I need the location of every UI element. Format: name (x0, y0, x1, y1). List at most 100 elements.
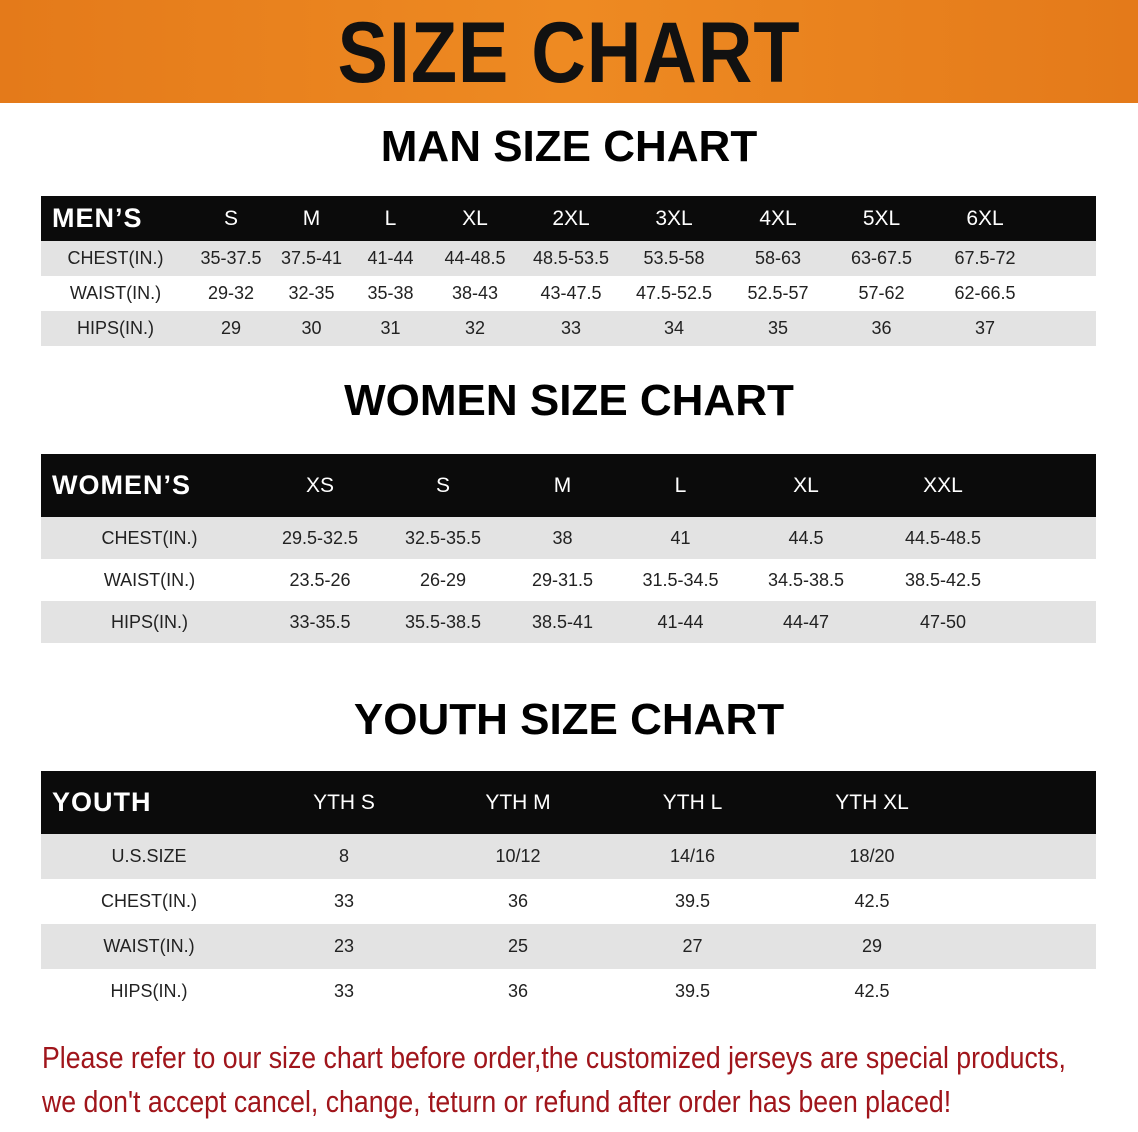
notice-line-2: we don't accept cancel, change, teturn o… (42, 1084, 952, 1119)
measurement-value: 58-63 (726, 241, 830, 276)
table-row: WAIST(IN.) 29-32 32-35 35-38 38-43 43-47.5 47.… (41, 276, 1096, 311)
measurement-value: 42.5 (854, 981, 890, 1001)
measurement-value: 10/12 (431, 834, 605, 879)
measurement-label: WAIST(IN.) (103, 569, 196, 590)
table-row: WAIST(IN.) 23.5-26 26-29 29-31.5 31.5-34.5 34… (41, 559, 1096, 601)
header-row: MEN’S S M L XL 2XL 3XL 4XL 5XL 6XL (41, 196, 1096, 241)
measurement-label: HIPS(IN.) (41, 601, 258, 643)
measurement-value: 38.5-41 (504, 601, 621, 643)
measurement-label: CHEST(IN.) (41, 241, 190, 276)
size-header: YTH M (431, 771, 605, 834)
filler-cell (964, 879, 1096, 924)
table-row: CHEST(IN.) 33 36 39.5 42.5 (41, 879, 1096, 924)
table-row: HIPS(IN.) 29 30 31 32 33 34 35 36 37 (41, 311, 1096, 346)
women-section-title: WOMEN SIZE CHART (344, 376, 794, 425)
size-header: XS (258, 454, 382, 517)
size-header: XXL (872, 454, 1014, 517)
measurement-value: 44.5-48.5 (872, 517, 1014, 559)
filler-cell (964, 834, 1096, 879)
measurement-value: 44.5 (740, 517, 872, 559)
measurement-value: 29 (780, 924, 964, 969)
filler-cell (964, 969, 1096, 1014)
size-header: S (190, 196, 272, 241)
size-header: M (272, 196, 351, 241)
measurement-value: 53.5-58 (622, 241, 726, 276)
measurement-value: 31.5-34.5 (642, 569, 719, 590)
measurement-value: 27 (605, 924, 780, 969)
measurement-value: 48.5-53.5 (520, 241, 622, 276)
filler-cell (1014, 559, 1096, 601)
measurement-value: 37 (933, 311, 1037, 346)
measurement-value: 36 (830, 311, 933, 346)
table-row: HIPS(IN.) 33-35.5 35.5-38.5 38.5-41 41-44 44-… (41, 601, 1096, 643)
table-row: CHEST(IN.) 29.5-32.5 32.5-35.5 38 41 44.5 44.5… (41, 517, 1096, 559)
measurement-value: 25 (431, 924, 605, 969)
measurement-value: 35-38 (367, 283, 414, 303)
size-header: 4XL (726, 196, 830, 241)
size-header: M (504, 454, 621, 517)
measurement-value: 41-44 (351, 241, 430, 276)
measurement-value: 47.5-52.5 (635, 283, 713, 303)
measurement-value: 29-32 (207, 283, 255, 303)
measurement-value: 67.5-72 (933, 241, 1037, 276)
measurement-value: 63-67.5 (830, 241, 933, 276)
measurement-value: 44-47 (740, 601, 872, 643)
measurement-label: U.S.SIZE (41, 834, 257, 879)
header-row: WOMEN’S XS S M L XL XXL (41, 454, 1096, 517)
measurement-value: 29.5-32.5 (258, 517, 382, 559)
filler-cell (1014, 517, 1096, 559)
filler-cell (1037, 276, 1096, 311)
measurement-label: CHEST(IN.) (41, 517, 258, 559)
filler-cell (1037, 196, 1096, 241)
table-label: YOUTH (41, 771, 257, 834)
measurement-value: 47-50 (872, 601, 1014, 643)
table-row: U.S.SIZE 8 10/12 14/16 18/20 (41, 834, 1096, 879)
size-header: L (351, 196, 430, 241)
filler-cell (964, 924, 1096, 969)
size-header: S (382, 454, 504, 517)
measurement-value: 36 (507, 891, 529, 911)
measurement-value: 34.5-38.5 (767, 569, 845, 590)
page-title: SIZE CHART (337, 5, 801, 101)
measurement-value: 23.5-26 (289, 569, 351, 590)
table-row: HIPS(IN.) 33 36 39.5 42.5 (41, 969, 1096, 1014)
size-header: 2XL (520, 196, 622, 241)
measurement-value: 57-62 (858, 283, 905, 303)
measurement-value: 35-37.5 (190, 241, 272, 276)
measurement-label: WAIST(IN.) (41, 924, 257, 969)
measurement-value: 38 (504, 517, 621, 559)
measurement-value: 26-29 (419, 569, 467, 590)
filler-cell (964, 771, 1096, 834)
youth-section-title: YOUTH SIZE CHART (353, 695, 785, 744)
measurement-label: HIPS(IN.) (41, 311, 190, 346)
measurement-value: 32 (430, 311, 520, 346)
youth-size-table: YOUTH YTH S YTH M YTH L YTH XL U.S.SIZE 8 10/12… (41, 771, 1096, 1014)
measurement-value: 52.5-57 (747, 283, 809, 303)
measurement-label: WAIST(IN.) (69, 283, 162, 303)
filler-cell (1014, 601, 1096, 643)
notice-line-1: Please refer to our size chart before or… (42, 1040, 1066, 1075)
size-header: 5XL (830, 196, 933, 241)
size-header: YTH L (605, 771, 780, 834)
table-row: WAIST(IN.) 23 25 27 29 (41, 924, 1096, 969)
measurement-value: 41-44 (621, 601, 740, 643)
size-header: 6XL (933, 196, 1037, 241)
measurement-label: HIPS(IN.) (110, 981, 188, 1001)
measurement-value: 43-47.5 (540, 283, 602, 303)
header-row: YOUTH YTH S YTH M YTH L YTH XL (41, 771, 1096, 834)
measurement-value: 29-31.5 (531, 569, 594, 590)
measurement-value: 18/20 (780, 834, 964, 879)
measurement-value: 39.5 (674, 891, 711, 911)
measurement-value: 41 (621, 517, 740, 559)
filler-cell (1014, 454, 1096, 517)
measurement-value: 35.5-38.5 (382, 601, 504, 643)
order-notice: Please refer to our size chart before or… (42, 1036, 1126, 1124)
size-header: 3XL (622, 196, 726, 241)
title-banner: SIZE CHART (0, 0, 1138, 103)
measurement-value: 37.5-41 (272, 241, 351, 276)
measurement-value: 44-48.5 (430, 241, 520, 276)
measurement-value: 8 (257, 834, 431, 879)
measurement-value: 30 (272, 311, 351, 346)
men-size-table: MEN’S S M L XL 2XL 3XL 4XL 5XL 6XL CHEST(IN.) 35-37… (41, 196, 1096, 346)
table-label: WOMEN’S (41, 454, 258, 517)
